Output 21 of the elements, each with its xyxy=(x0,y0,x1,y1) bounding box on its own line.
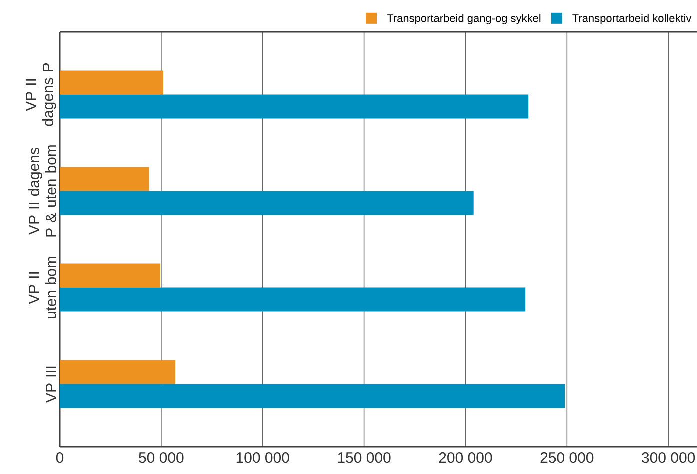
x-tick-label: 100 000 xyxy=(236,452,290,464)
bar xyxy=(60,191,474,216)
x-tick-label: 0 xyxy=(56,452,64,464)
bar xyxy=(60,70,164,95)
x-tick-label: 50 000 xyxy=(139,452,184,464)
x-tick-label: 200 000 xyxy=(439,452,492,464)
bar xyxy=(60,94,529,119)
y-tick-label: VP II uten bom xyxy=(29,257,56,318)
y-tick-label: VP II dagens P xyxy=(26,63,56,126)
bar xyxy=(60,288,526,312)
y-tick-label: VP II dagens P & uten bom xyxy=(28,146,56,237)
x-tick-label: 250 000 xyxy=(540,452,594,464)
legend-label: Transportarbeid kollektiv xyxy=(572,14,692,24)
bar xyxy=(60,384,566,408)
bar xyxy=(60,360,176,384)
legend-label: Transportarbeid gang-og sykkel xyxy=(387,14,541,24)
y-tick-label: VP III xyxy=(46,366,56,403)
x-tick-label: 300 000 xyxy=(642,452,696,464)
x-tick-label: 150 000 xyxy=(338,452,391,464)
bar xyxy=(60,264,160,288)
bar xyxy=(60,167,150,192)
